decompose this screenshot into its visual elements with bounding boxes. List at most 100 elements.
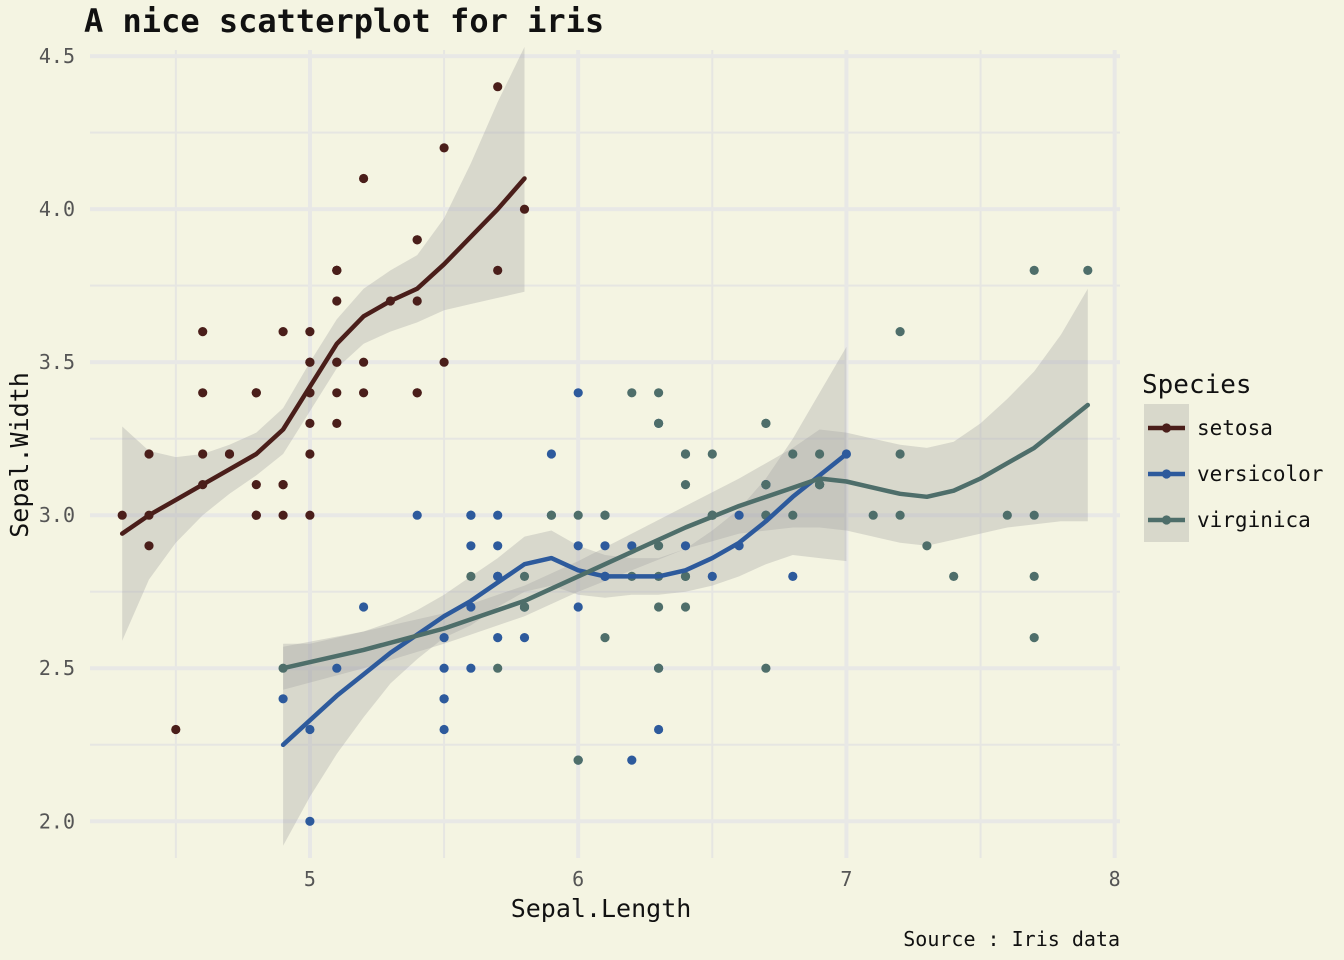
point-setosa bbox=[305, 418, 315, 428]
point-versicolor bbox=[439, 724, 449, 735]
legend-label-versicolor: versicolor bbox=[1197, 462, 1323, 486]
point-versicolor bbox=[707, 571, 717, 582]
point-setosa bbox=[493, 265, 503, 275]
point-virginica bbox=[895, 327, 905, 337]
point-setosa bbox=[359, 357, 369, 367]
point-versicolor bbox=[519, 633, 530, 643]
confidence-band-virginica bbox=[283, 288, 1088, 690]
point-virginica bbox=[815, 480, 825, 490]
point-versicolor bbox=[734, 510, 744, 520]
point-setosa bbox=[412, 388, 422, 398]
point-setosa bbox=[251, 510, 261, 520]
point-setosa bbox=[251, 388, 261, 398]
confidence-band-setosa bbox=[122, 46, 525, 641]
point-virginica bbox=[654, 663, 664, 673]
point-virginica bbox=[895, 510, 905, 520]
axis-ticks: 5 6 7 8 2.0 2.5 3.0 3.5 4.0 4.5 bbox=[39, 44, 1121, 891]
x-tick-label: 6 bbox=[572, 867, 584, 891]
point-virginica bbox=[680, 602, 691, 612]
point-virginica bbox=[519, 602, 530, 612]
point-virginica bbox=[654, 541, 664, 551]
point-versicolor bbox=[466, 510, 476, 520]
point-virginica bbox=[1029, 265, 1039, 275]
point-versicolor bbox=[627, 541, 637, 551]
point-setosa bbox=[251, 480, 261, 490]
point-virginica bbox=[1029, 633, 1039, 643]
point-virginica bbox=[1083, 265, 1093, 275]
point-versicolor bbox=[788, 571, 798, 582]
point-virginica bbox=[1029, 571, 1039, 582]
smooth-lines bbox=[119, 176, 1091, 748]
point-setosa bbox=[278, 510, 288, 520]
point-virginica bbox=[1002, 510, 1012, 520]
point-setosa bbox=[198, 449, 208, 459]
point-virginica bbox=[654, 418, 664, 428]
point-versicolor bbox=[439, 633, 449, 643]
point-setosa bbox=[224, 449, 235, 459]
point-setosa bbox=[278, 480, 288, 490]
y-axis-label: Sepal.Width bbox=[5, 372, 34, 538]
point-virginica bbox=[868, 510, 878, 520]
legend-dot-versicolor bbox=[1161, 469, 1172, 479]
point-versicolor bbox=[466, 663, 476, 673]
point-setosa bbox=[332, 357, 342, 367]
point-versicolor bbox=[573, 602, 583, 612]
point-setosa bbox=[332, 265, 342, 275]
point-setosa bbox=[305, 357, 315, 367]
x-axis-label: Sepal.Length bbox=[511, 894, 692, 923]
point-virginica bbox=[573, 755, 583, 765]
point-versicolor bbox=[627, 755, 637, 765]
legend: Species setosa versicolor virginica bbox=[1142, 370, 1323, 542]
smooth-line-setosa bbox=[119, 176, 527, 536]
point-virginica bbox=[680, 480, 691, 490]
point-setosa bbox=[171, 724, 181, 735]
point-virginica bbox=[546, 510, 557, 520]
point-versicolor bbox=[359, 602, 369, 612]
chart-title: A nice scatterplot for iris bbox=[84, 2, 604, 40]
legend-label-virginica: virginica bbox=[1197, 508, 1311, 532]
point-setosa bbox=[305, 510, 315, 520]
data-points bbox=[117, 82, 1093, 826]
point-versicolor bbox=[305, 724, 315, 735]
point-setosa bbox=[493, 82, 503, 92]
point-setosa bbox=[144, 541, 154, 551]
point-virginica bbox=[1029, 510, 1039, 520]
point-versicolor bbox=[573, 388, 583, 398]
point-setosa bbox=[144, 449, 154, 459]
point-setosa bbox=[439, 143, 449, 153]
grid bbox=[90, 50, 1120, 858]
legend-dot-virginica bbox=[1161, 515, 1172, 525]
point-virginica bbox=[761, 480, 771, 490]
point-virginica bbox=[600, 510, 610, 520]
point-versicolor bbox=[305, 816, 315, 826]
point-virginica bbox=[922, 541, 932, 551]
point-setosa bbox=[198, 388, 208, 398]
point-versicolor bbox=[493, 541, 503, 551]
y-tick-label: 2.0 bbox=[39, 809, 75, 833]
point-setosa bbox=[519, 204, 530, 214]
point-versicolor bbox=[412, 510, 422, 520]
x-tick-label: 8 bbox=[1109, 867, 1121, 891]
point-virginica bbox=[573, 510, 583, 520]
point-versicolor bbox=[278, 694, 288, 704]
smooth-line-versicolor bbox=[280, 451, 849, 748]
point-versicolor bbox=[439, 694, 449, 704]
point-versicolor bbox=[680, 541, 691, 551]
point-virginica bbox=[815, 449, 825, 459]
point-versicolor bbox=[600, 541, 610, 551]
point-versicolor bbox=[654, 724, 664, 735]
point-setosa bbox=[359, 388, 369, 398]
point-virginica bbox=[654, 602, 664, 612]
point-virginica bbox=[707, 449, 717, 459]
point-setosa bbox=[198, 327, 208, 337]
point-setosa bbox=[412, 296, 422, 306]
point-virginica bbox=[466, 571, 476, 582]
point-versicolor bbox=[466, 541, 476, 551]
point-virginica bbox=[600, 633, 610, 643]
point-virginica bbox=[788, 449, 798, 459]
caption: Source : Iris data bbox=[903, 927, 1120, 951]
y-tick-label: 3.0 bbox=[39, 503, 75, 527]
smooth-line-virginica bbox=[280, 402, 1091, 671]
point-versicolor bbox=[493, 633, 503, 643]
